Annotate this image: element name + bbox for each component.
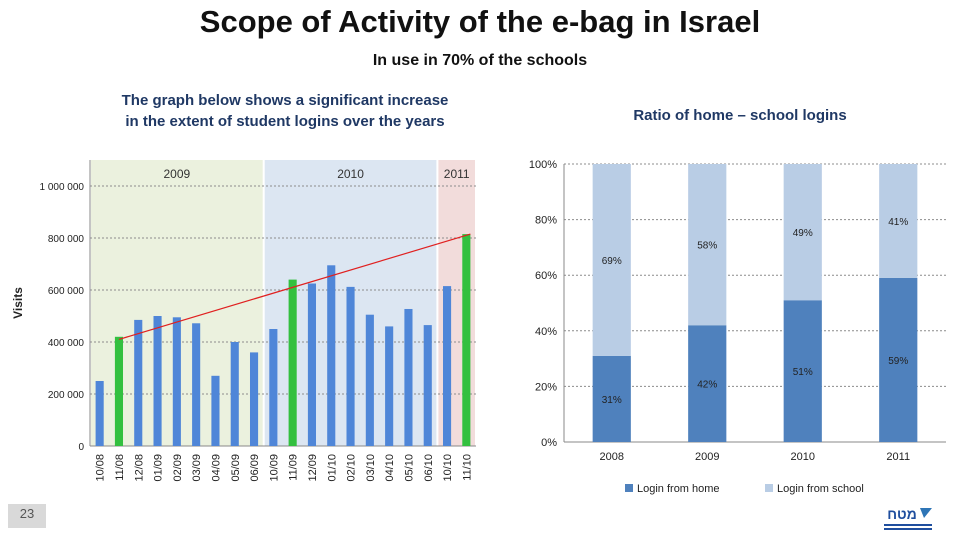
logo-subtext-line bbox=[884, 528, 932, 530]
bar-12/09 bbox=[307, 283, 317, 446]
x-tick-label: 2008 bbox=[600, 451, 624, 463]
x-tick-label: 05/09 bbox=[230, 454, 242, 482]
x-tick-label: 01/10 bbox=[326, 454, 338, 482]
y-tick-label: 200 000 bbox=[48, 390, 85, 401]
data-label: 49% bbox=[793, 228, 813, 239]
legend-label: Login from school bbox=[777, 483, 864, 495]
x-tick-label: 04/09 bbox=[210, 454, 222, 482]
year-band-label: 2010 bbox=[337, 167, 364, 181]
legend-swatch bbox=[765, 484, 773, 492]
center-for-educational-technology-logo: מטח bbox=[884, 506, 932, 530]
x-tick-label: 01/09 bbox=[153, 454, 165, 482]
bar-05/10 bbox=[404, 308, 413, 446]
x-tick-label: 11/09 bbox=[288, 454, 300, 481]
y-tick-label: 800 000 bbox=[48, 234, 85, 245]
bar-02/10 bbox=[346, 286, 355, 446]
data-label: 41% bbox=[888, 217, 908, 228]
x-tick-label: 2010 bbox=[791, 451, 815, 463]
y-tick-label: 80% bbox=[535, 215, 557, 227]
x-tick-label: 12/08 bbox=[133, 454, 145, 482]
data-label: 42% bbox=[697, 380, 717, 391]
slide-number: 23 bbox=[19, 506, 35, 521]
stack-segment-school bbox=[879, 164, 918, 278]
x-tick-label: 04/10 bbox=[384, 454, 396, 482]
visits-bar-chart: 2009 2010 2011 0 200 000 400 000 600 000 800 00… bbox=[11, 160, 476, 482]
left-caption-line-1: The graph below shows a significant incr… bbox=[121, 92, 449, 109]
x-tick-label: 02/10 bbox=[346, 454, 358, 482]
x-tick-label: 2011 bbox=[886, 451, 910, 463]
slide-subtitle: In use in 70% of the schools bbox=[372, 52, 588, 69]
x-tick-label: 12/09 bbox=[307, 454, 319, 482]
y-tick-label: 0% bbox=[541, 437, 557, 449]
data-label: 59% bbox=[888, 356, 908, 367]
bar-01/10 bbox=[327, 265, 336, 446]
stack-segment-school bbox=[783, 164, 822, 301]
y-tick-label: 100% bbox=[529, 159, 557, 171]
y-axis-label: Visits bbox=[11, 287, 25, 319]
bar-11/09 bbox=[288, 279, 297, 446]
bar-03/10 bbox=[365, 314, 374, 446]
logo-subtext-line bbox=[884, 524, 932, 526]
stack-segment-school bbox=[688, 164, 727, 326]
x-tick-label: 11/08 bbox=[114, 454, 126, 481]
data-label: 31% bbox=[602, 395, 622, 406]
y-tick-label: 60% bbox=[535, 270, 557, 282]
bar-06/09 bbox=[249, 352, 259, 446]
home-school-ratio-chart: 0% 20% 40% 60% 80% 100% 31% 69% 2008 42% 58% 2009 51… bbox=[529, 159, 946, 495]
bar-02/09 bbox=[172, 317, 181, 446]
y-tick-label: 40% bbox=[535, 326, 557, 338]
bar-12/08 bbox=[134, 319, 143, 446]
slide-title: Scope of Activity of the e-bag in Israel bbox=[199, 4, 761, 39]
stack-segment-home bbox=[688, 325, 727, 442]
x-tick-label: 10/08 bbox=[95, 454, 107, 482]
legend-swatch bbox=[625, 484, 633, 492]
bar-01/09 bbox=[153, 316, 162, 446]
legend-label: Login from home bbox=[637, 483, 720, 495]
stack-segment-home bbox=[783, 300, 822, 442]
x-tick-label: 02/09 bbox=[172, 454, 184, 482]
x-tick-label: 03/09 bbox=[191, 454, 203, 482]
bar-03/09 bbox=[192, 323, 201, 446]
year-band-label: 2011 bbox=[444, 167, 470, 181]
y-tick-label: 400 000 bbox=[48, 338, 85, 349]
logo-swoosh-icon bbox=[920, 508, 932, 518]
y-tick-label: 20% bbox=[535, 381, 557, 393]
year-band-label: 2009 bbox=[163, 167, 190, 181]
slide-number-box bbox=[8, 504, 46, 528]
x-tick-label: 03/10 bbox=[365, 454, 377, 482]
x-tick-label: 10/10 bbox=[442, 454, 454, 482]
x-tick-label: 05/10 bbox=[403, 454, 415, 482]
bar-11/10 bbox=[462, 234, 471, 446]
bar-10/10 bbox=[442, 286, 452, 446]
bar-11/08 bbox=[114, 336, 124, 446]
data-label: 51% bbox=[793, 367, 813, 378]
stack-segment-home bbox=[592, 355, 631, 442]
x-tick-label: 10/09 bbox=[268, 454, 280, 482]
data-label: 58% bbox=[697, 241, 717, 252]
left-chart-caption: The graph below shows a significant incr… bbox=[90, 90, 480, 132]
x-tick-label: 06/10 bbox=[423, 454, 435, 482]
bar-10/09 bbox=[269, 329, 278, 446]
right-chart-caption: Ratio of home – school logins bbox=[633, 107, 847, 124]
bar-04/10 bbox=[385, 326, 394, 446]
bar-06/10 bbox=[423, 325, 432, 446]
x-tick-label: 06/09 bbox=[249, 454, 261, 482]
trend-line bbox=[118, 233, 471, 340]
left-caption-line-2: in the extent of student logins over the… bbox=[125, 113, 445, 130]
x-tick-label: 11/10 bbox=[461, 454, 473, 481]
x-tick-label: 2009 bbox=[695, 451, 719, 463]
logo-background bbox=[884, 506, 920, 521]
stack-segment-home bbox=[879, 277, 918, 442]
bar-10/08 bbox=[95, 381, 104, 446]
y-tick-label: 1 000 000 bbox=[40, 182, 85, 193]
y-tick-label: 600 000 bbox=[48, 286, 85, 297]
y-tick-label: 0 bbox=[78, 442, 84, 453]
stack-segment-school bbox=[592, 164, 631, 356]
logo-wordmark: מטח bbox=[887, 506, 917, 522]
bar-04/09 bbox=[211, 375, 220, 446]
data-label: 69% bbox=[602, 256, 622, 267]
bar-05/09 bbox=[230, 342, 239, 446]
